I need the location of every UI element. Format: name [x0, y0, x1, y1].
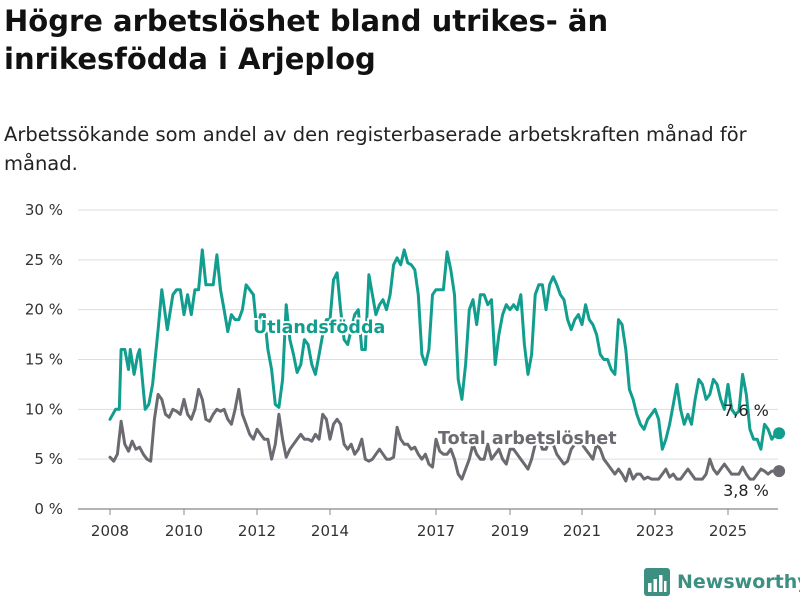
chart-title: Högre arbetslöshet bland utrikes- än inr… — [4, 4, 609, 76]
series-label-utlandsfodda: Utlandsfödda — [253, 318, 385, 338]
x-tick-label: 2012 — [238, 522, 276, 540]
x-tick-label: 2014 — [311, 522, 349, 540]
end-label-utlandsfodda: 7,6 % — [723, 401, 769, 420]
x-tick-label: 2025 — [709, 522, 747, 540]
end-label-total: 3,8 % — [723, 481, 769, 500]
y-tick-label: 15 % — [25, 351, 63, 369]
y-tick-label: 20 % — [25, 301, 63, 319]
y-tick-label: 5 % — [34, 450, 63, 468]
y-tick-label: 10 % — [25, 400, 63, 418]
end-point-total — [773, 465, 786, 478]
brand-name: Newsworthy — [677, 571, 800, 593]
x-tick-label: 2023 — [636, 522, 674, 540]
brand-logo: Newsworthy — [644, 567, 800, 597]
y-tick-label: 0 % — [34, 500, 63, 518]
series-line-utlandsfodda — [108, 248, 781, 451]
x-tick-label: 2019 — [491, 522, 529, 540]
y-tick-label: 30 % — [25, 201, 63, 219]
series-line-total — [108, 387, 781, 483]
x-tick-label: 2017 — [417, 522, 455, 540]
chart-subtitle: Arbetssökande som andel av den registerb… — [4, 123, 747, 175]
x-tick-label: 2021 — [563, 522, 601, 540]
x-tick-label: 2010 — [165, 522, 203, 540]
x-tick-label: 2008 — [91, 522, 129, 540]
y-tick-label: 25 % — [25, 251, 63, 269]
series-label-total: Total arbetslöshet — [438, 429, 617, 449]
end-point-utlandsfodda — [773, 427, 786, 440]
newsworthy-logo-icon — [644, 568, 670, 596]
